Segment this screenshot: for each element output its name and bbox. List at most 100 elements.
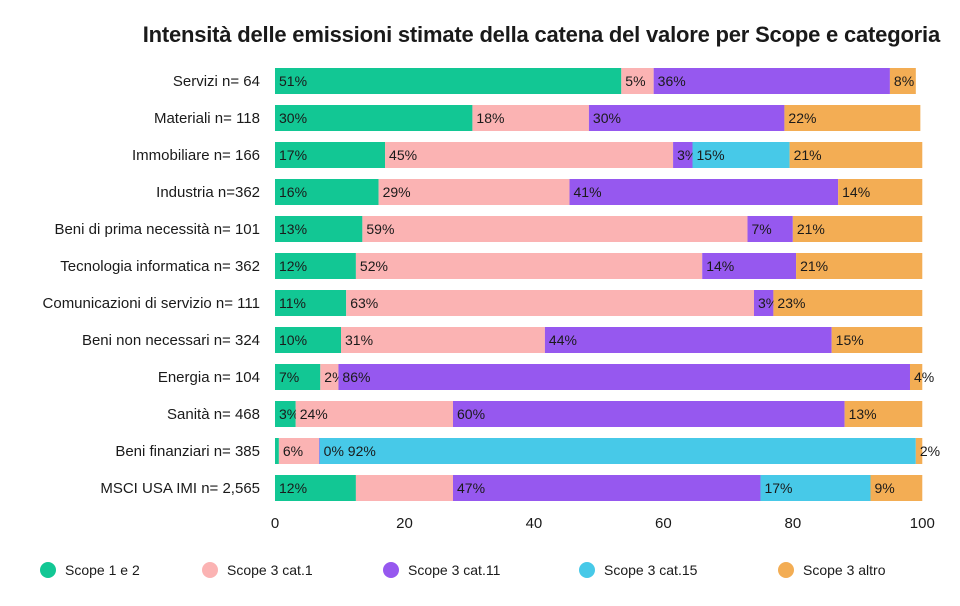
legend-marker	[202, 562, 218, 578]
bar-segment	[275, 253, 356, 279]
data-label: 51%	[279, 73, 307, 89]
bar-segment	[275, 364, 321, 390]
data-label: 47%	[457, 480, 485, 496]
category-label: Servizi n= 64	[173, 73, 260, 90]
legend-marker	[40, 562, 56, 578]
bar-segment	[346, 290, 754, 316]
bar-segment	[889, 68, 916, 94]
bar-segment	[453, 475, 761, 501]
data-label: 63%	[350, 295, 378, 311]
bar-segment	[653, 68, 890, 94]
bar-segment	[796, 253, 923, 279]
bar-segment	[909, 364, 923, 390]
category-label: Immobiliare n= 166	[132, 147, 260, 164]
bar-segment	[275, 401, 296, 427]
data-label: 59%	[366, 221, 394, 237]
bar-segment	[275, 438, 279, 464]
bar-segment	[760, 475, 871, 501]
bar-segment	[784, 105, 921, 131]
data-label: 12%	[279, 258, 307, 274]
legend-marker	[579, 562, 595, 578]
data-label: 6%	[283, 443, 303, 459]
bar-segment	[275, 475, 356, 501]
bar-segment	[621, 68, 654, 94]
bar-segment	[355, 253, 703, 279]
legend-label: Scope 1 e 2	[65, 562, 140, 578]
data-label: 3%	[758, 295, 778, 311]
bar-segment	[453, 401, 845, 427]
data-label: 36%	[658, 73, 686, 89]
bar-segment	[275, 68, 622, 94]
x-tick-label: 80	[784, 515, 801, 532]
bar-segment	[773, 290, 923, 316]
data-label: 21%	[794, 147, 822, 163]
bar-segment	[844, 401, 923, 427]
category-label: Beni non necessari n= 324	[82, 332, 260, 349]
data-label: 23%	[777, 295, 805, 311]
bar-segment	[319, 438, 916, 464]
category-label: Beni di prima necessità n= 101	[54, 221, 260, 238]
bar-segment	[915, 438, 923, 464]
data-label: 10%	[279, 332, 307, 348]
data-label: 3%	[279, 406, 299, 422]
category-label: Comunicazioni di servizio n= 111	[43, 295, 260, 312]
data-label: 4%	[914, 369, 934, 385]
bar-segment	[338, 364, 910, 390]
category-label: Tecnologia informatica n= 362	[60, 258, 260, 275]
data-label: 60%	[457, 406, 485, 422]
bar-segment	[319, 438, 320, 464]
bar-segment	[275, 142, 386, 168]
data-label: 3%	[677, 147, 697, 163]
category-label: Sanità n= 468	[167, 406, 260, 423]
data-label: 2%	[920, 443, 940, 459]
bar-segment	[747, 216, 793, 242]
data-label: 24%	[300, 406, 328, 422]
data-label: 14%	[706, 258, 734, 274]
data-label: 44%	[549, 332, 577, 348]
chart-title: Intensità delle emissioni stimate della …	[142, 22, 941, 47]
data-label: 21%	[800, 258, 828, 274]
bar-segment	[275, 327, 342, 353]
data-label: 17%	[764, 480, 792, 496]
data-label: 12%	[279, 480, 307, 496]
data-label: 52%	[360, 258, 388, 274]
x-tick-label: 100	[910, 515, 935, 532]
bar-segment	[341, 327, 545, 353]
bar-segment	[275, 290, 347, 316]
category-label: Energia n= 104	[158, 369, 260, 386]
legend-label: Scope 3 cat.11	[408, 562, 501, 578]
data-label: 18%	[476, 110, 504, 126]
data-label: 13%	[279, 221, 307, 237]
bar-segment	[838, 179, 923, 205]
bar-segment	[569, 179, 839, 205]
bar-segment	[385, 142, 674, 168]
bar-segment	[792, 216, 923, 242]
category-label: Industria n=362	[156, 184, 260, 201]
x-tick-label: 0	[271, 515, 279, 532]
data-label: 45%	[389, 147, 417, 163]
legend-label: Scope 3 cat.15	[604, 562, 698, 578]
data-label: 15%	[697, 147, 725, 163]
data-label: 8%	[894, 73, 914, 89]
data-label: 30%	[279, 110, 307, 126]
data-label: 30%	[593, 110, 621, 126]
bar-segment	[275, 179, 379, 205]
data-label: 29%	[383, 184, 411, 200]
data-label: 14%	[842, 184, 870, 200]
bar-segment	[789, 142, 923, 168]
bar-segment	[278, 438, 320, 464]
bar-segment	[831, 327, 923, 353]
legend-marker	[778, 562, 794, 578]
x-tick-label: 40	[526, 515, 543, 532]
data-label: 7%	[279, 369, 299, 385]
data-label: 13%	[849, 406, 877, 422]
bar-segment	[275, 105, 473, 131]
bar-segment	[355, 475, 454, 501]
legend-label: Scope 3 cat.1	[227, 562, 313, 578]
data-label: 16%	[279, 184, 307, 200]
bar-segment	[362, 216, 748, 242]
bar-segment	[275, 216, 363, 242]
data-label: 7%	[752, 221, 772, 237]
data-label: 11%	[279, 295, 306, 311]
bar-segment	[673, 142, 693, 168]
